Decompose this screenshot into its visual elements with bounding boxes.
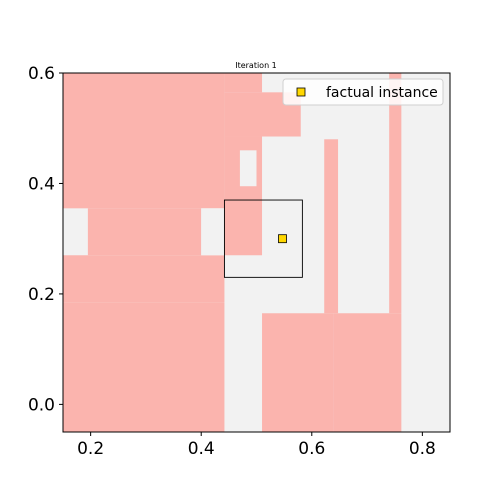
chart-title: Iteration 1 <box>235 61 277 70</box>
legend: factual instance <box>282 78 444 106</box>
plot-area <box>63 73 450 432</box>
axes: 0.2 0.4 0.6 0.8 0.0 0.2 0.4 0.6 <box>28 64 451 459</box>
region-cell-9 <box>389 73 402 314</box>
legend-marker-icon <box>296 87 306 97</box>
legend-label: factual instance <box>326 85 438 101</box>
neighborhood-box <box>223 199 303 278</box>
x-tick-label: 0.2 <box>77 439 104 459</box>
x-tick-label: 0.6 <box>298 439 325 459</box>
gap-cell-1 <box>201 208 225 256</box>
region-cell-0 <box>63 73 225 209</box>
y-tick-label: 0.6 <box>28 64 55 84</box>
x-tick-label: 0.8 <box>409 439 436 459</box>
factual-instance-point <box>278 234 287 244</box>
region-cell-3 <box>87 208 202 256</box>
gap-cell-0 <box>239 150 257 187</box>
region-cell-4 <box>63 255 225 303</box>
y-tick-label: 0.0 <box>28 395 55 415</box>
legend-frame <box>282 78 444 106</box>
region-cell-7 <box>262 313 334 432</box>
y-tick-label: 0.2 <box>28 285 55 305</box>
y-tick-label: 0.4 <box>28 174 55 194</box>
axes-frame <box>62 72 451 433</box>
region-cell-5 <box>63 302 225 432</box>
x-tick-label: 0.4 <box>188 439 215 459</box>
region-cell-8 <box>333 313 402 432</box>
region-cell-1 <box>224 73 263 93</box>
region-cell-10 <box>324 139 339 314</box>
